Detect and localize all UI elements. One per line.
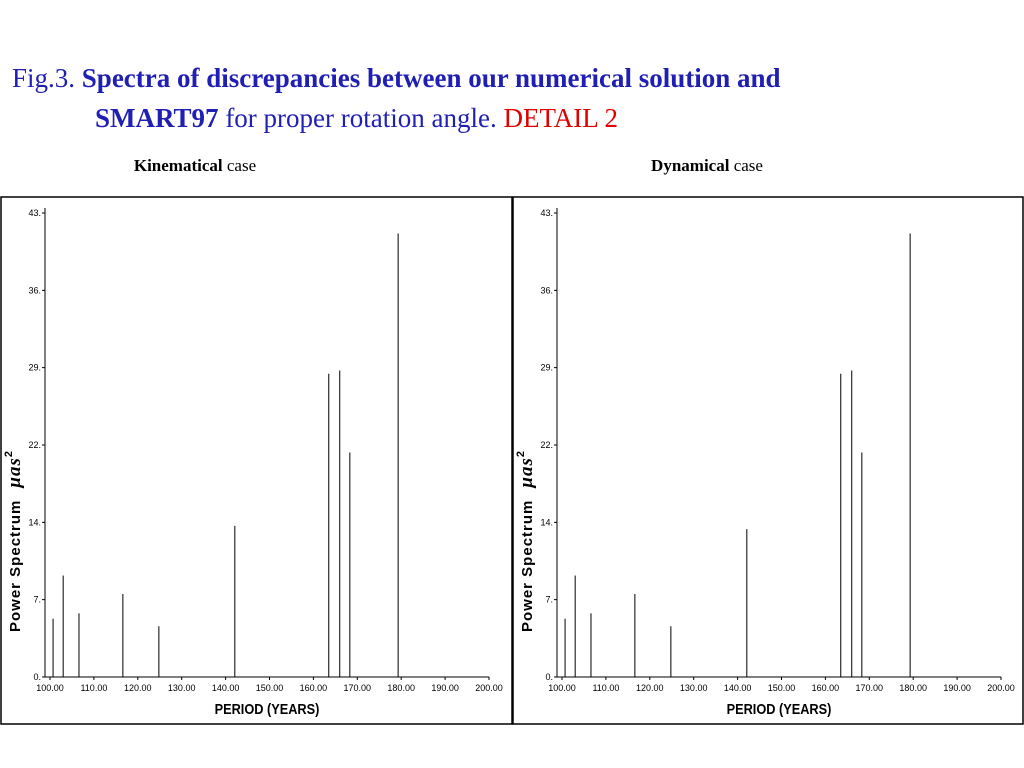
x-tick-label: 200.00: [987, 683, 1015, 693]
subtitle-rest: case: [227, 156, 256, 175]
x-axis-label: PERIOD (YEARS): [727, 700, 832, 717]
title-bold: SMART97: [95, 103, 219, 133]
y-tick-label: 36.: [540, 285, 553, 295]
slide-title-line2: SMART97 for proper rotation angle. DETAI…: [95, 103, 618, 133]
x-tick-label: 190.00: [943, 683, 971, 693]
chart-frame: [0, 196, 513, 725]
y-tick-label: 7.: [545, 595, 553, 605]
y-tick-label: 0.: [545, 672, 553, 682]
x-tick-label: 110.00: [592, 683, 619, 693]
slide-title: Fig.3. Spectra of discrepancies between …: [12, 63, 781, 93]
x-tick-label: 140.00: [724, 683, 752, 693]
y-tick-label: 36.: [28, 285, 41, 295]
x-tick-label: 130.00: [168, 683, 196, 693]
y-tick-label: 14.: [540, 517, 553, 527]
y-tick-label: 29.: [28, 363, 41, 373]
x-tick-label: 190.00: [431, 683, 459, 693]
chart-subtitle: Kinematical case: [134, 156, 256, 175]
subtitle-bold: Dynamical: [651, 156, 730, 175]
x-tick-label: 180.00: [387, 683, 415, 693]
y-tick-label: 22.: [540, 440, 553, 450]
x-tick-label: 110.00: [80, 683, 107, 693]
x-tick-label: 100.00: [548, 683, 576, 693]
x-tick-label: 180.00: [899, 683, 927, 693]
title-detail: DETAIL 2: [503, 103, 618, 133]
x-tick-label: 160.00: [812, 683, 840, 693]
subtitle-rest: case: [734, 156, 763, 175]
x-tick-label: 150.00: [768, 683, 796, 693]
x-tick-label: 160.00: [300, 683, 328, 693]
y-tick-label: 29.: [540, 363, 553, 373]
y-tick-label: 43.: [540, 208, 553, 218]
fig-label: Fig.3.: [12, 63, 75, 93]
y-unit: μas: [516, 457, 537, 488]
title-rest: for proper rotation angle.: [225, 103, 496, 133]
x-tick-label: 150.00: [256, 683, 284, 693]
title-bold: Spectra of discrepancies between our num…: [82, 63, 781, 93]
x-tick-label: 200.00: [475, 683, 503, 693]
y-tick-label: 14.: [28, 517, 41, 527]
x-tick-label: 100.00: [36, 683, 64, 693]
y-unit-power: 2: [515, 450, 527, 457]
x-axis-label: PERIOD (YEARS): [215, 700, 320, 717]
x-tick-label: 120.00: [636, 683, 664, 693]
y-tick-label: 7.: [33, 595, 41, 605]
chart-frame: [512, 196, 1024, 725]
x-tick-label: 120.00: [124, 683, 152, 693]
subtitle-bold: Kinematical: [134, 156, 223, 175]
y-label-text: Power Spectrum: [519, 500, 536, 632]
x-tick-label: 170.00: [344, 683, 372, 693]
y-label-text: Power Spectrum: [7, 500, 24, 632]
chart-subtitle: Dynamical case: [651, 156, 763, 175]
y-unit-power: 2: [3, 450, 15, 457]
y-tick-label: 43.: [28, 208, 41, 218]
y-tick-label: 22.: [28, 440, 41, 450]
x-tick-label: 130.00: [680, 683, 708, 693]
x-tick-label: 170.00: [856, 683, 884, 693]
y-tick-label: 0.: [33, 672, 41, 682]
y-unit: μas: [4, 457, 25, 488]
y-axis-label: Power Spectrum μas2: [3, 450, 25, 632]
y-axis-label: Power Spectrum μas2: [515, 450, 537, 632]
x-tick-label: 140.00: [212, 683, 240, 693]
